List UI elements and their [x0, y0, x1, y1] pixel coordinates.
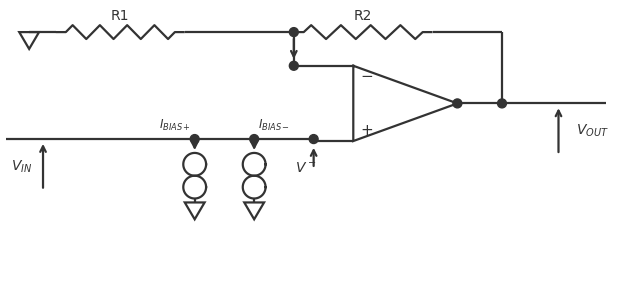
Text: $V_{OUT}$: $V_{OUT}$	[576, 123, 609, 139]
Text: $I_{BIAS+}$: $I_{BIAS+}$	[158, 118, 191, 133]
Circle shape	[190, 135, 199, 143]
Text: R2: R2	[354, 9, 373, 23]
Circle shape	[249, 135, 259, 143]
Text: $V_{IN}$: $V_{IN}$	[11, 159, 32, 175]
Text: R1: R1	[111, 9, 129, 23]
Circle shape	[498, 99, 506, 108]
Circle shape	[309, 135, 318, 143]
Text: −: −	[361, 69, 373, 84]
Text: $V^-$: $V^-$	[295, 161, 316, 175]
Circle shape	[289, 61, 298, 70]
Text: $I_{BIAS-}$: $I_{BIAS-}$	[258, 118, 290, 133]
Circle shape	[289, 28, 298, 37]
Text: +: +	[361, 123, 373, 138]
Circle shape	[453, 99, 462, 108]
